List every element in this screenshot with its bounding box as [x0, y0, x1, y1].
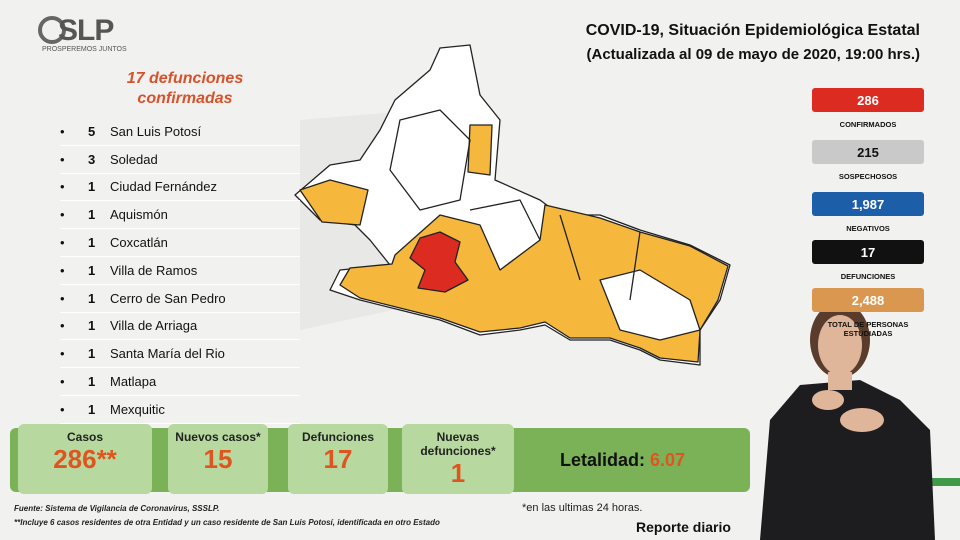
summary-label: Casos: [66, 430, 104, 444]
list-row: • 1 Villa de Ramos: [60, 257, 300, 285]
deaths-list: • 5 San Luis Potosí • 3 Soledad • 1 Ciudad Ferná…: [60, 118, 300, 424]
summary-box: Nuevas defunciones* 1: [402, 424, 514, 494]
lethality: Letalidad: 6.07: [560, 450, 685, 471]
death-count: 1: [88, 318, 96, 334]
stat-label: TOTAL DE PERSONAS ESTUDIADAS: [827, 320, 909, 338]
bullet: •: [60, 179, 65, 195]
municipality: Aquismón: [110, 207, 168, 223]
interpreter: [760, 302, 935, 540]
note: **Incluye 6 casos residentes de otra Ent…: [14, 518, 440, 527]
municipality: Ciudad Fernández: [110, 179, 217, 195]
bullet: •: [60, 235, 65, 251]
lethality-label: Letalidad:: [560, 450, 646, 470]
logo-tagline: PROSPEREMOS JUNTOS: [42, 46, 127, 53]
municipality: Villa de Arriaga: [110, 318, 198, 334]
stat-label: SOSPECHOSOS: [838, 172, 898, 181]
death-count: 5: [88, 123, 96, 139]
municipality: Mexquitic: [110, 401, 165, 417]
list-row: • 1 Matlapa: [60, 368, 300, 396]
summary-value: 1: [450, 458, 466, 488]
summary-label: Nuevas defunciones*: [420, 430, 496, 458]
list-row: • 1 Coxcatlán: [60, 229, 300, 257]
summary-label: Nuevos casos*: [175, 430, 261, 444]
municipality: Santa María del Rio: [110, 346, 225, 362]
stat-value: 2,488: [812, 288, 924, 312]
source: Fuente: Sistema de Vigilancia de Coronav…: [14, 504, 220, 513]
subtitle: (Actualizada al 09 de mayo de 2020, 19:0…: [586, 46, 921, 63]
death-count: 1: [88, 262, 96, 278]
stat-value: 1,987: [812, 192, 924, 216]
stat-value: 286: [812, 88, 924, 112]
municipality: Cerro de San Pedro: [110, 290, 226, 306]
stat-label: DEFUNCIONES: [840, 272, 896, 281]
summary-value: 15: [203, 444, 233, 474]
municipality: San Luis Potosí: [110, 123, 202, 139]
death-count: 1: [88, 374, 96, 390]
bullet: •: [60, 262, 65, 278]
summary-value: 286**: [53, 444, 117, 474]
bullet: •: [60, 151, 65, 167]
list-row: • 1 Santa María del Rio: [60, 340, 300, 369]
summary-box: Nuevos casos* 15: [168, 424, 268, 494]
list-row: • 1 Villa de Arriaga: [60, 313, 300, 341]
list-row: • 1 Aquismón: [60, 201, 300, 230]
municipality: Soledad: [110, 151, 158, 167]
deaths-heading: confirmadas: [137, 90, 233, 107]
death-count: 1: [88, 346, 96, 362]
bullet: •: [60, 318, 65, 334]
logo: SLP: [58, 14, 114, 47]
municipality: Coxcatlán: [110, 235, 168, 251]
municipality: Matlapa: [110, 374, 157, 390]
death-count: 1: [88, 401, 96, 417]
bullet: •: [60, 290, 65, 306]
list-row: • 3 Soledad: [60, 146, 300, 174]
bullet: •: [60, 401, 65, 417]
list-row: • 1 Ciudad Fernández: [60, 174, 300, 202]
lethality-value: 6.07: [650, 450, 686, 470]
list-row: • 1 Cerro de San Pedro: [60, 285, 300, 313]
stat-value: 17: [812, 240, 924, 264]
death-count: 1: [88, 179, 96, 195]
bullet: •: [60, 374, 65, 390]
list-row: • 1 Mexquitic: [60, 396, 300, 424]
summary-value: 17: [323, 444, 353, 474]
report-label: Reporte diario: [636, 519, 731, 535]
summary-box: Casos 286**: [18, 424, 152, 494]
stat-label: CONFIRMADOS: [839, 120, 897, 129]
title: COVID-19, Situación Epidemiológica Estat…: [585, 22, 920, 39]
death-count: 1: [88, 235, 96, 251]
municipality: Villa de Ramos: [110, 262, 198, 278]
death-count: 1: [88, 290, 96, 306]
bullet: •: [60, 207, 65, 223]
death-count: 3: [88, 151, 96, 167]
summary-box: Defunciones 17: [288, 424, 388, 494]
list-row: • 5 San Luis Potosí: [60, 118, 300, 146]
deaths-heading: 17 defunciones: [126, 70, 244, 87]
asterisk-note: *en las ultimas 24 horas.: [522, 502, 643, 514]
bullet: •: [60, 346, 65, 362]
summary-label: Defunciones: [301, 430, 374, 444]
death-count: 1: [88, 207, 96, 223]
stat-value: 215: [812, 140, 924, 164]
stat-label: NEGATIVOS: [846, 224, 890, 233]
bullet: •: [60, 123, 65, 139]
